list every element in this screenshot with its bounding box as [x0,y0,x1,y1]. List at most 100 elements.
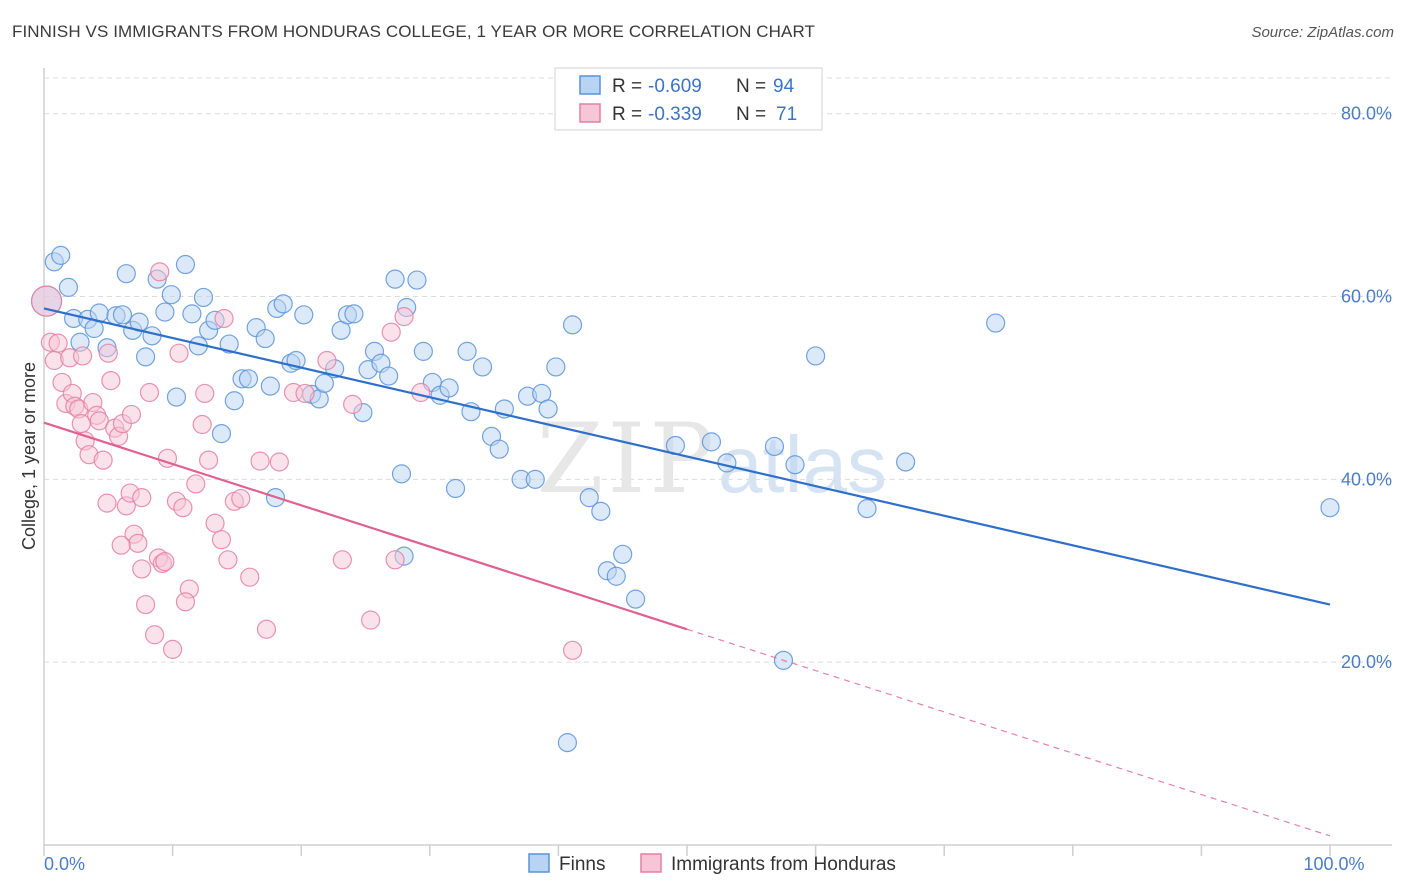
data-points [30,245,1340,753]
honduras-point-15 [89,411,109,431]
legend-r-value-1: -0.609 [648,76,702,97]
honduras-point-16 [93,450,113,470]
honduras-point-46 [250,451,270,471]
finns-point-52 [385,269,405,289]
honduras-point-42 [218,550,238,570]
legend-n-label-1: N = [736,76,766,97]
finns-point-21 [175,254,196,275]
finns-point-2 [51,245,71,265]
honduras-point-66 [175,592,196,612]
finns-point-60 [445,478,466,499]
finns-point-80 [625,589,646,609]
honduras-point-35 [173,498,193,518]
honduras-point-69 [155,552,175,572]
honduras-point-50 [295,383,315,404]
finns-point-51 [379,366,399,386]
finns-point-36 [273,294,293,314]
honduras-point-63 [169,343,189,363]
honduras-point-48 [269,452,289,472]
correlation-legend: R = -0.609 N = 94 R = -0.339 N = 71 [554,67,823,131]
y-ticks: 20.0% 40.0% 60.0% 80.0% [1341,104,1392,672]
legend-n-value-1: 94 [773,76,795,97]
y-axis-label: College, 1 year or more [19,362,39,550]
honduras-point-37 [186,474,206,494]
finns-point-78 [606,566,626,586]
honduras-point-53 [361,610,381,630]
legend-n-label-2: N = [736,104,766,125]
finns-point-84 [764,436,785,457]
finns-point-24 [193,287,214,308]
honduras-point-18 [101,371,121,391]
honduras-point-60 [381,322,401,342]
series-label-finns: Finns [559,854,605,875]
honduras-point-57 [150,262,170,282]
finns-point-39 [294,305,314,325]
series-legend: Finns Immigrants from Honduras [528,853,896,875]
honduras-trend-line [43,421,688,631]
finns-point-33 [255,328,275,349]
finns-point-65 [489,439,509,459]
finns-point-53 [391,464,412,484]
x-tick-label-0: 0.0% [44,854,85,874]
honduras-point-67 [111,535,131,555]
honduras-point-52 [332,550,352,570]
finns-point-79 [613,544,633,564]
honduras-point-38 [192,414,212,435]
finns-point-12 [116,264,136,284]
legend-r-value-2: -0.339 [648,104,702,125]
finns-point-56 [413,341,433,361]
legend-swatch-finns [579,75,601,95]
honduras-point-27 [135,594,156,615]
honduras-point-44 [231,488,251,509]
finns-point-15 [135,347,156,367]
honduras-point-61 [98,343,118,363]
finns-point-88 [857,499,877,519]
legend-r-label-1: R = [612,76,642,97]
finns-point-27 [211,424,232,444]
axes [43,68,1392,846]
honduras-point-62 [72,346,93,366]
source-label: Source: ZipAtlas.com [1251,24,1394,41]
honduras-point-64 [121,404,142,425]
finns-point-82 [701,432,722,452]
honduras-point-55 [394,307,414,327]
finns-point-69 [525,469,545,489]
finns-point-28 [219,334,239,354]
honduras-point-17 [97,493,117,513]
honduras-point-29 [144,625,165,645]
finns-point-61 [457,341,477,361]
finns-point-59 [439,378,459,398]
finns-point-71 [538,399,558,419]
finns-point-75 [579,488,599,508]
y-tick-label-1: 40.0% [1341,469,1392,489]
honduras-point-65 [132,488,152,508]
finns-point-91 [1320,498,1340,518]
honduras-point-68 [562,640,583,660]
series-swatch-finns [528,853,550,873]
honduras-point-58 [214,308,234,329]
y-tick-label-3: 80.0% [1341,104,1392,124]
finns-point-19 [161,285,181,305]
honduras-point-39 [199,450,219,470]
honduras-point-51 [317,350,337,371]
honduras-point-54 [385,550,405,570]
honduras-point-40 [205,513,225,533]
x-tick-label-1: 100.0% [1303,854,1364,874]
honduras-trend-extension [686,628,1331,837]
finns-point-72 [546,357,566,377]
finns-point-31 [238,369,259,389]
finns-point-83 [717,453,737,473]
honduras-point-41 [211,530,232,550]
honduras-point-59 [343,394,363,414]
finns-point-76 [591,501,611,521]
honduras-point-28 [139,382,160,403]
finns-point-42 [314,373,334,393]
y-tick-label-0: 20.0% [1341,652,1392,672]
finns-point-11 [112,305,133,325]
finns-trend-line [43,307,1331,606]
honduras-point-26 [132,559,152,579]
finns-point-18 [155,302,175,322]
legend-n-value-2: 71 [776,104,797,125]
chart-title: FINNISH VS IMMIGRANTS FROM HONDURAS COLL… [12,22,816,41]
y-tick-label-2: 60.0% [1341,287,1392,307]
